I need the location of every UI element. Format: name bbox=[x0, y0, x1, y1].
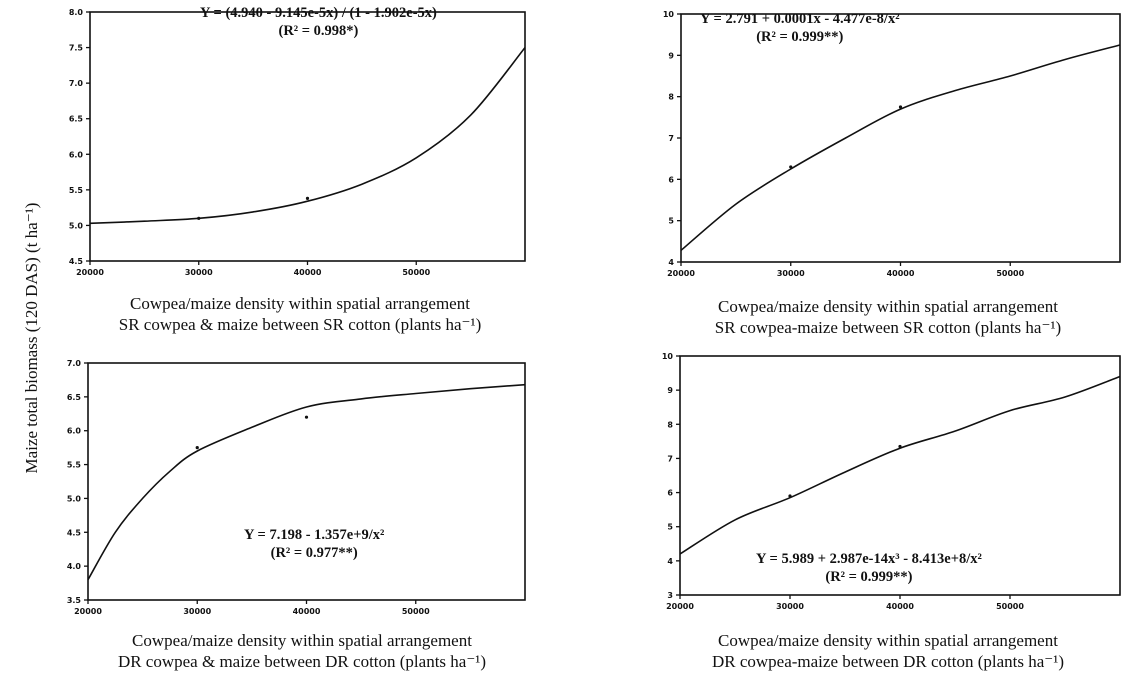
y-tick-label: 3 bbox=[667, 591, 673, 600]
data-point bbox=[195, 446, 199, 450]
x-tick-label: 20000 bbox=[76, 268, 104, 277]
y-tick-label: 4.5 bbox=[67, 528, 82, 537]
fitted-curve bbox=[680, 44, 1121, 252]
data-point bbox=[197, 216, 201, 220]
y-tick-label: 5.5 bbox=[67, 461, 82, 470]
fitted-curve bbox=[89, 47, 526, 225]
y-tick-label: 7.0 bbox=[67, 359, 82, 368]
plot-area: 3.5 4.0 4.5 5.0 5.5 6.0 6.5 7.0 20000 30000 40000 5… bbox=[67, 359, 526, 616]
plot-area: 4.5 5.0 5.5 6.0 6.5 7.0 7.5 8.0 20000 30000 40000 5… bbox=[69, 8, 526, 277]
data-point bbox=[898, 444, 902, 449]
r-squared-text: (R² = 0.999**) bbox=[825, 569, 913, 585]
x-axis-caption: Cowpea/maize density within spatial arra… bbox=[658, 630, 1118, 672]
caption-line-1: Cowpea/maize density within spatial arra… bbox=[132, 631, 472, 650]
r-squared-text: (R² = 0.999**) bbox=[756, 29, 844, 45]
y-tick-label: 6 bbox=[667, 489, 673, 498]
y-tick-label: 6.5 bbox=[69, 115, 84, 124]
y-tick-label: 5.0 bbox=[69, 221, 84, 230]
caption-line-2: SR cowpea-maize between SR cotton (plant… bbox=[714, 318, 1062, 337]
plot-frame bbox=[89, 11, 526, 262]
y-tick-label: 7 bbox=[668, 134, 674, 143]
x-tick-label: 20000 bbox=[666, 602, 694, 611]
y-tick-label: 10 bbox=[663, 10, 675, 19]
y-tick-label: 4 bbox=[668, 258, 674, 267]
x-axis-caption: Cowpea/maize density within spatial arra… bbox=[72, 630, 532, 672]
equation-text: Y = 5.989 + 2.987e-14x³ - 8.413e+8/x² bbox=[756, 551, 982, 567]
x-tick-label: 30000 bbox=[777, 269, 805, 278]
plot-frame bbox=[87, 362, 526, 601]
y-tick-label: 9 bbox=[668, 51, 674, 60]
y-tick-label: 5 bbox=[668, 217, 674, 226]
plot-frame bbox=[680, 13, 1121, 263]
x-tick-label: 30000 bbox=[183, 607, 211, 616]
y-tick-label: 4.5 bbox=[69, 257, 84, 266]
caption-line-1: Cowpea/maize density within spatial arra… bbox=[718, 297, 1058, 316]
fitted-curve bbox=[87, 383, 526, 581]
regression-equation: Y = 5.989 + 2.987e-14x³ - 8.413e+8/x² (R… bbox=[756, 550, 982, 586]
r-squared-text: (R² = 0.977**) bbox=[270, 545, 358, 561]
data-point bbox=[305, 196, 310, 200]
panel-sr-cowpea-and-maize: 4.5 5.0 5.5 6.0 6.5 7.0 7.5 8.0 20000 30000 40000 5… bbox=[0, 0, 560, 340]
x-tick-label: 30000 bbox=[185, 268, 213, 277]
caption-line-2: SR cowpea & maize between SR cotton (pla… bbox=[118, 315, 482, 334]
equation-text: Y = 2.791 + 0.0001x - 4.477e-8/x² bbox=[700, 11, 900, 27]
regression-equation: Y = 7.198 - 1.357e+9/x² (R² = 0.977**) bbox=[244, 526, 384, 562]
x-axis-caption: Cowpea/maize density within spatial arra… bbox=[658, 296, 1118, 338]
x-tick-label: 40000 bbox=[294, 268, 322, 277]
x-tick-label: 20000 bbox=[74, 607, 102, 616]
x-tick-label: 50000 bbox=[996, 269, 1024, 278]
panel-dr-cowpea-maize: 3 4 5 6 7 8 9 10 20000 30000 40000 50000 Y = 5.989 … bbox=[560, 340, 1139, 677]
caption-line-1: Cowpea/maize density within spatial arra… bbox=[718, 631, 1058, 650]
y-tick-label: 6 bbox=[668, 175, 674, 184]
y-tick-label: 4.0 bbox=[67, 562, 82, 571]
equation-text: Y = 7.198 - 1.357e+9/x² bbox=[244, 527, 385, 543]
panel-dr-cowpea-and-maize: 3.5 4.0 4.5 5.0 5.5 6.0 6.5 7.0 20000 30000 40000 5… bbox=[0, 340, 560, 677]
data-point bbox=[789, 165, 793, 169]
y-tick-label: 5 bbox=[667, 523, 673, 532]
data-point bbox=[788, 494, 792, 498]
fitted-curve bbox=[679, 375, 1121, 555]
equation-text: Y = (4.940 - 9.145e-5x) / (1 - 1.902e-5x… bbox=[200, 5, 437, 21]
x-tick-label: 50000 bbox=[402, 268, 430, 277]
y-tick-label: 4 bbox=[667, 557, 673, 566]
x-tick-label: 40000 bbox=[887, 269, 915, 278]
x-tick-label: 40000 bbox=[293, 607, 321, 616]
x-tick-label: 50000 bbox=[996, 602, 1024, 611]
y-tick-label: 10 bbox=[662, 352, 674, 361]
plot-area: 4 5 6 7 8 9 10 20000 30000 40000 50000 bbox=[663, 10, 1121, 278]
caption-line-2: DR cowpea-maize between DR cotton (plant… bbox=[711, 652, 1065, 671]
y-tick-label: 6.0 bbox=[69, 150, 84, 159]
y-tick-label: 7.5 bbox=[69, 44, 84, 53]
plot-area: 3 4 5 6 7 8 9 10 20000 30000 40000 50000 bbox=[662, 352, 1121, 611]
y-tick-label: 8.0 bbox=[69, 8, 84, 17]
y-tick-label: 6.0 bbox=[67, 427, 82, 436]
caption-line-2: DR cowpea & maize between DR cotton (pla… bbox=[117, 652, 487, 671]
regression-equation: Y = (4.940 - 9.145e-5x) / (1 - 1.902e-5x… bbox=[200, 4, 437, 40]
y-tick-label: 5.0 bbox=[67, 494, 82, 503]
y-tick-label: 5.5 bbox=[69, 186, 84, 195]
x-tick-label: 40000 bbox=[886, 602, 914, 611]
y-tick-label: 8 bbox=[667, 420, 673, 429]
x-axis-caption: Cowpea/maize density within spatial arra… bbox=[70, 293, 530, 335]
y-tick-label: 7.0 bbox=[69, 79, 84, 88]
regression-equation: Y = 2.791 + 0.0001x - 4.477e-8/x² (R² = … bbox=[700, 10, 900, 46]
y-tick-label: 3.5 bbox=[67, 596, 82, 605]
x-tick-label: 20000 bbox=[667, 269, 695, 278]
y-tick-label: 6.5 bbox=[67, 393, 82, 402]
data-point bbox=[898, 105, 903, 109]
x-tick-label: 50000 bbox=[402, 607, 430, 616]
y-tick-label: 8 bbox=[668, 93, 674, 102]
r-squared-text: (R² = 0.998*) bbox=[278, 23, 359, 39]
x-tick-label: 30000 bbox=[776, 602, 804, 611]
data-point bbox=[304, 415, 309, 419]
y-tick-label: 7 bbox=[667, 454, 673, 463]
panel-sr-cowpea-maize: 4 5 6 7 8 9 10 20000 30000 40000 50000 Y = 2.791 +… bbox=[560, 0, 1139, 340]
caption-line-1: Cowpea/maize density within spatial arra… bbox=[130, 294, 470, 313]
y-tick-label: 9 bbox=[667, 386, 673, 395]
